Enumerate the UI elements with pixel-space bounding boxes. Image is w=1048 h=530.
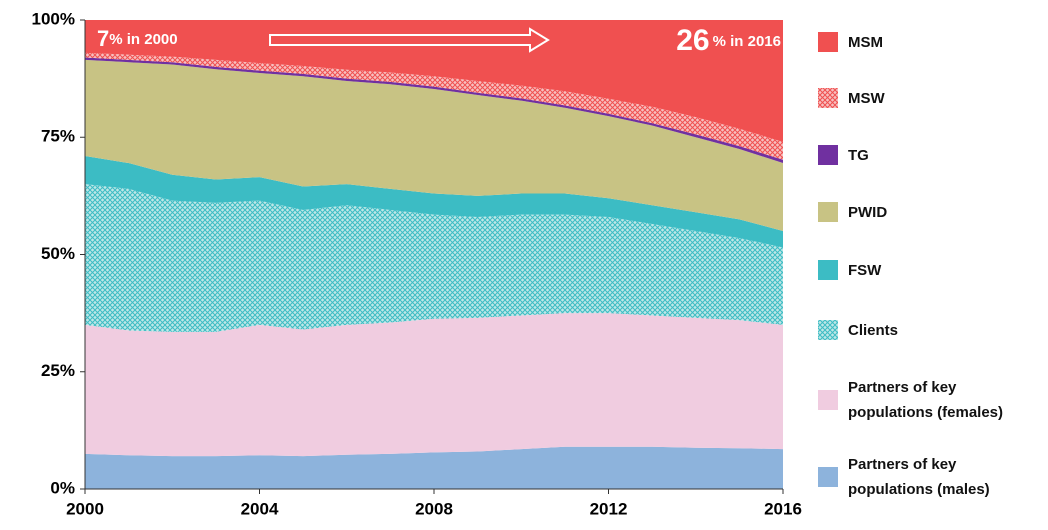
y-tick-label: 75% <box>41 127 75 146</box>
annotation: 26% in 2016 <box>676 24 781 57</box>
x-tick-label: 2012 <box>590 499 628 518</box>
x-tick-label: 2016 <box>764 499 802 518</box>
legend-swatch <box>818 467 838 487</box>
legend-label: TG <box>848 146 869 164</box>
area <box>85 52 783 160</box>
legend-swatch <box>818 202 838 222</box>
area <box>85 59 783 232</box>
legend-label: Partners of key populations (males) <box>848 456 990 498</box>
annotation: 7% in 2000 <box>97 26 178 51</box>
area <box>85 184 783 332</box>
legend-label: PWID <box>848 203 888 221</box>
legend-swatch <box>818 88 838 108</box>
area <box>85 446 783 489</box>
y-tick-label: 50% <box>41 244 75 263</box>
x-tick-label: 2004 <box>241 499 279 518</box>
legend-swatch <box>818 145 838 165</box>
y-tick-label: 25% <box>41 361 75 380</box>
legend-label: Clients <box>848 321 899 339</box>
y-tick-label: 100% <box>32 9 75 28</box>
x-tick-label: 2000 <box>66 499 104 518</box>
legend-swatch <box>818 260 838 280</box>
legend-label: FSW <box>848 261 882 279</box>
annotations: 7% in 2000 26% in 2016 <box>97 24 781 57</box>
arrow <box>269 27 550 53</box>
x-tick-label: 2008 <box>415 499 453 518</box>
legend-label: MSW <box>848 89 885 107</box>
y-tick-label: 0% <box>50 478 75 497</box>
area <box>85 156 783 248</box>
area <box>85 313 783 457</box>
legend-swatch <box>818 390 838 410</box>
legend-swatch <box>818 32 838 52</box>
legend-label: MSM <box>848 33 883 51</box>
legend-label: Partners of key populations (females) <box>848 379 1004 421</box>
legend-swatch <box>818 320 838 340</box>
area <box>85 20 783 142</box>
